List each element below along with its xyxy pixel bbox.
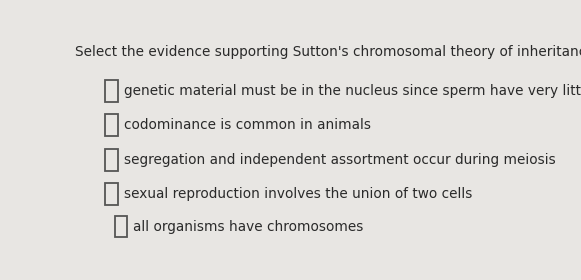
- Text: all organisms have chromosomes: all organisms have chromosomes: [134, 220, 364, 234]
- FancyBboxPatch shape: [106, 149, 118, 171]
- FancyBboxPatch shape: [106, 115, 118, 136]
- FancyBboxPatch shape: [114, 216, 127, 237]
- FancyBboxPatch shape: [106, 183, 118, 205]
- Text: segregation and independent assortment occur during meiosis: segregation and independent assortment o…: [124, 153, 556, 167]
- Text: Select the evidence supporting Sutton's chromosomal theory of inheritance.: Select the evidence supporting Sutton's …: [75, 45, 581, 59]
- FancyBboxPatch shape: [106, 80, 118, 102]
- Text: codominance is common in animals: codominance is common in animals: [124, 118, 371, 132]
- Text: genetic material must be in the nucleus since sperm have very little cytoplasm: genetic material must be in the nucleus …: [124, 84, 581, 98]
- Text: sexual reproduction involves the union of two cells: sexual reproduction involves the union o…: [124, 187, 473, 201]
